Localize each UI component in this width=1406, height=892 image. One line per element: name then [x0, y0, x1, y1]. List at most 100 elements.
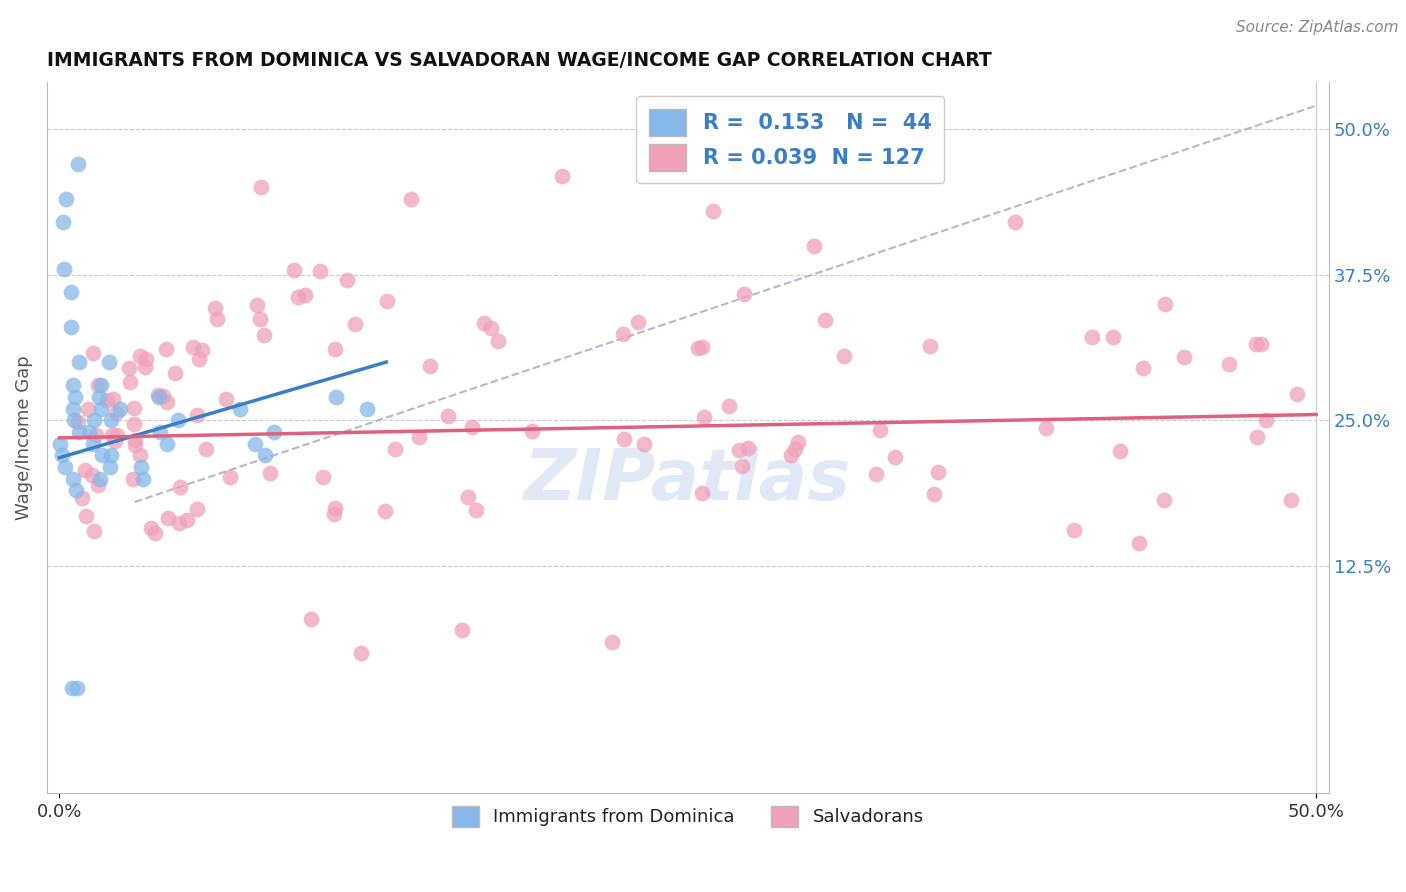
Point: [1108, 443, 1130, 458]
Point: [82, 346, 104, 360]
Point: [62, 378, 84, 392]
Point: [401, 192, 423, 206]
Point: [688, 341, 710, 355]
Point: [253, 327, 276, 342]
Text: ZIPatlas: ZIPatlas: [524, 446, 852, 515]
Point: [1004, 215, 1026, 229]
Point: [105, 427, 128, 442]
Point: [920, 339, 942, 353]
Point: [67, 157, 90, 171]
Point: [101, 392, 124, 407]
Point: [474, 316, 496, 330]
Point: [48, 436, 70, 450]
Point: [55, 460, 77, 475]
Point: [104, 434, 127, 448]
Point: [124, 433, 146, 447]
Point: [783, 442, 806, 456]
Point: [718, 399, 741, 413]
Point: [924, 487, 946, 501]
Point: [626, 315, 648, 329]
Point: [73, 463, 96, 477]
Point: [551, 169, 574, 183]
Point: [146, 388, 169, 402]
Point: [730, 459, 752, 474]
Point: [803, 238, 825, 252]
Point: [283, 263, 305, 277]
Point: [218, 470, 240, 484]
Point: [186, 501, 208, 516]
Point: [62, 472, 84, 486]
Point: [1063, 523, 1085, 537]
Point: [122, 472, 145, 486]
Point: [149, 425, 172, 439]
Point: [690, 340, 713, 354]
Point: [1244, 337, 1267, 351]
Point: [299, 611, 322, 625]
Point: [155, 342, 177, 356]
Point: [79, 425, 101, 439]
Point: [1218, 357, 1240, 371]
Point: [323, 342, 346, 356]
Point: [191, 343, 214, 358]
Point: [249, 180, 271, 194]
Point: [229, 401, 252, 416]
Point: [350, 647, 373, 661]
Point: [83, 413, 105, 427]
Point: [344, 317, 367, 331]
Point: [67, 355, 90, 369]
Point: [737, 441, 759, 455]
Point: [419, 359, 441, 373]
Point: [67, 415, 90, 429]
Point: [176, 513, 198, 527]
Point: [613, 432, 636, 446]
Point: [134, 360, 156, 375]
Point: [167, 413, 190, 427]
Point: [254, 448, 277, 462]
Point: [690, 486, 713, 500]
Point: [89, 472, 111, 486]
Point: [67, 425, 90, 439]
Point: [374, 504, 396, 518]
Point: [461, 419, 484, 434]
Point: [375, 294, 398, 309]
Point: [1132, 361, 1154, 376]
Point: [1285, 387, 1308, 401]
Point: [243, 436, 266, 450]
Point: [1246, 430, 1268, 444]
Point: [486, 334, 509, 348]
Point: [76, 401, 98, 416]
Text: Source: ZipAtlas.com: Source: ZipAtlas.com: [1236, 20, 1399, 35]
Point: [52, 215, 75, 229]
Point: [249, 312, 271, 326]
Point: [90, 448, 112, 462]
Point: [63, 413, 86, 427]
Point: [129, 460, 152, 475]
Point: [87, 390, 110, 404]
Point: [152, 389, 174, 403]
Point: [1035, 420, 1057, 434]
Point: [693, 410, 716, 425]
Point: [51, 448, 73, 462]
Point: [62, 401, 84, 416]
Point: [110, 401, 132, 416]
Point: [356, 401, 378, 416]
Point: [90, 378, 112, 392]
Point: [83, 524, 105, 538]
Point: [1080, 329, 1102, 343]
Point: [702, 203, 724, 218]
Point: [90, 401, 112, 416]
Point: [105, 406, 128, 420]
Point: [100, 413, 122, 427]
Point: [325, 390, 347, 404]
Point: [814, 313, 837, 327]
Point: [832, 349, 855, 363]
Point: [733, 286, 755, 301]
Point: [55, 192, 77, 206]
Point: [323, 500, 346, 515]
Point: [263, 425, 285, 439]
Point: [204, 301, 226, 316]
Point: [66, 681, 89, 696]
Point: [408, 430, 430, 444]
Point: [167, 516, 190, 530]
Point: [157, 510, 180, 524]
